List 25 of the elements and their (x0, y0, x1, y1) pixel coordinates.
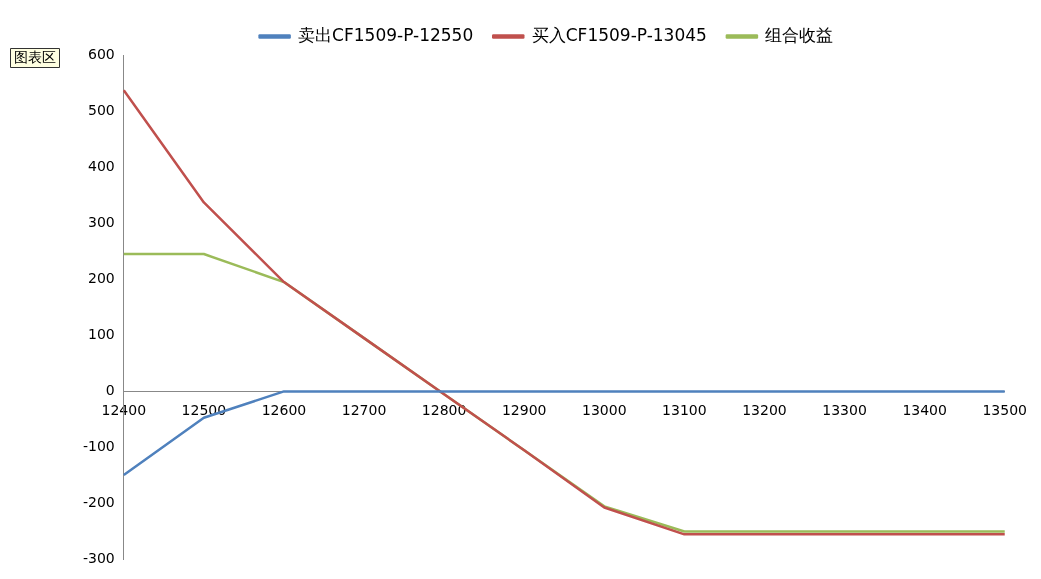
x-tick-label: 12700 (341, 402, 387, 419)
y-tick-label: 100 (88, 325, 115, 342)
y-tick-label: 500 (88, 101, 115, 118)
y-tick-label: 0 (105, 382, 115, 399)
x-tick-label: 12400 (101, 402, 147, 419)
x-tick-label: 12800 (421, 402, 467, 419)
y-tick-label: 200 (88, 269, 115, 286)
x-tick-label: 12900 (501, 402, 547, 419)
x-tick-label: 13200 (742, 402, 787, 419)
x-tick-label: 13000 (582, 402, 627, 419)
y-tick-label: -100 (82, 438, 115, 455)
x-tick-label: 12600 (261, 402, 307, 419)
y-tick-label: 600 (88, 45, 115, 62)
x-tick-label: 13300 (822, 402, 867, 419)
y-tick-label: 300 (88, 213, 115, 230)
legend-label: 组合收益 (765, 24, 834, 45)
x-tick-label: 13500 (982, 402, 1028, 419)
y-tick-label: -200 (82, 494, 115, 511)
legend-label: 买入CF1509-P-13045 (531, 24, 707, 45)
x-tick-label: 13400 (902, 402, 947, 419)
x-tick-label: 13100 (662, 402, 707, 419)
y-tick-label: -300 (82, 550, 115, 567)
legend-label: 卖出CF1509-P-12550 (298, 24, 474, 45)
text: 图表区 (14, 48, 56, 65)
y-tick-label: 400 (88, 157, 115, 174)
